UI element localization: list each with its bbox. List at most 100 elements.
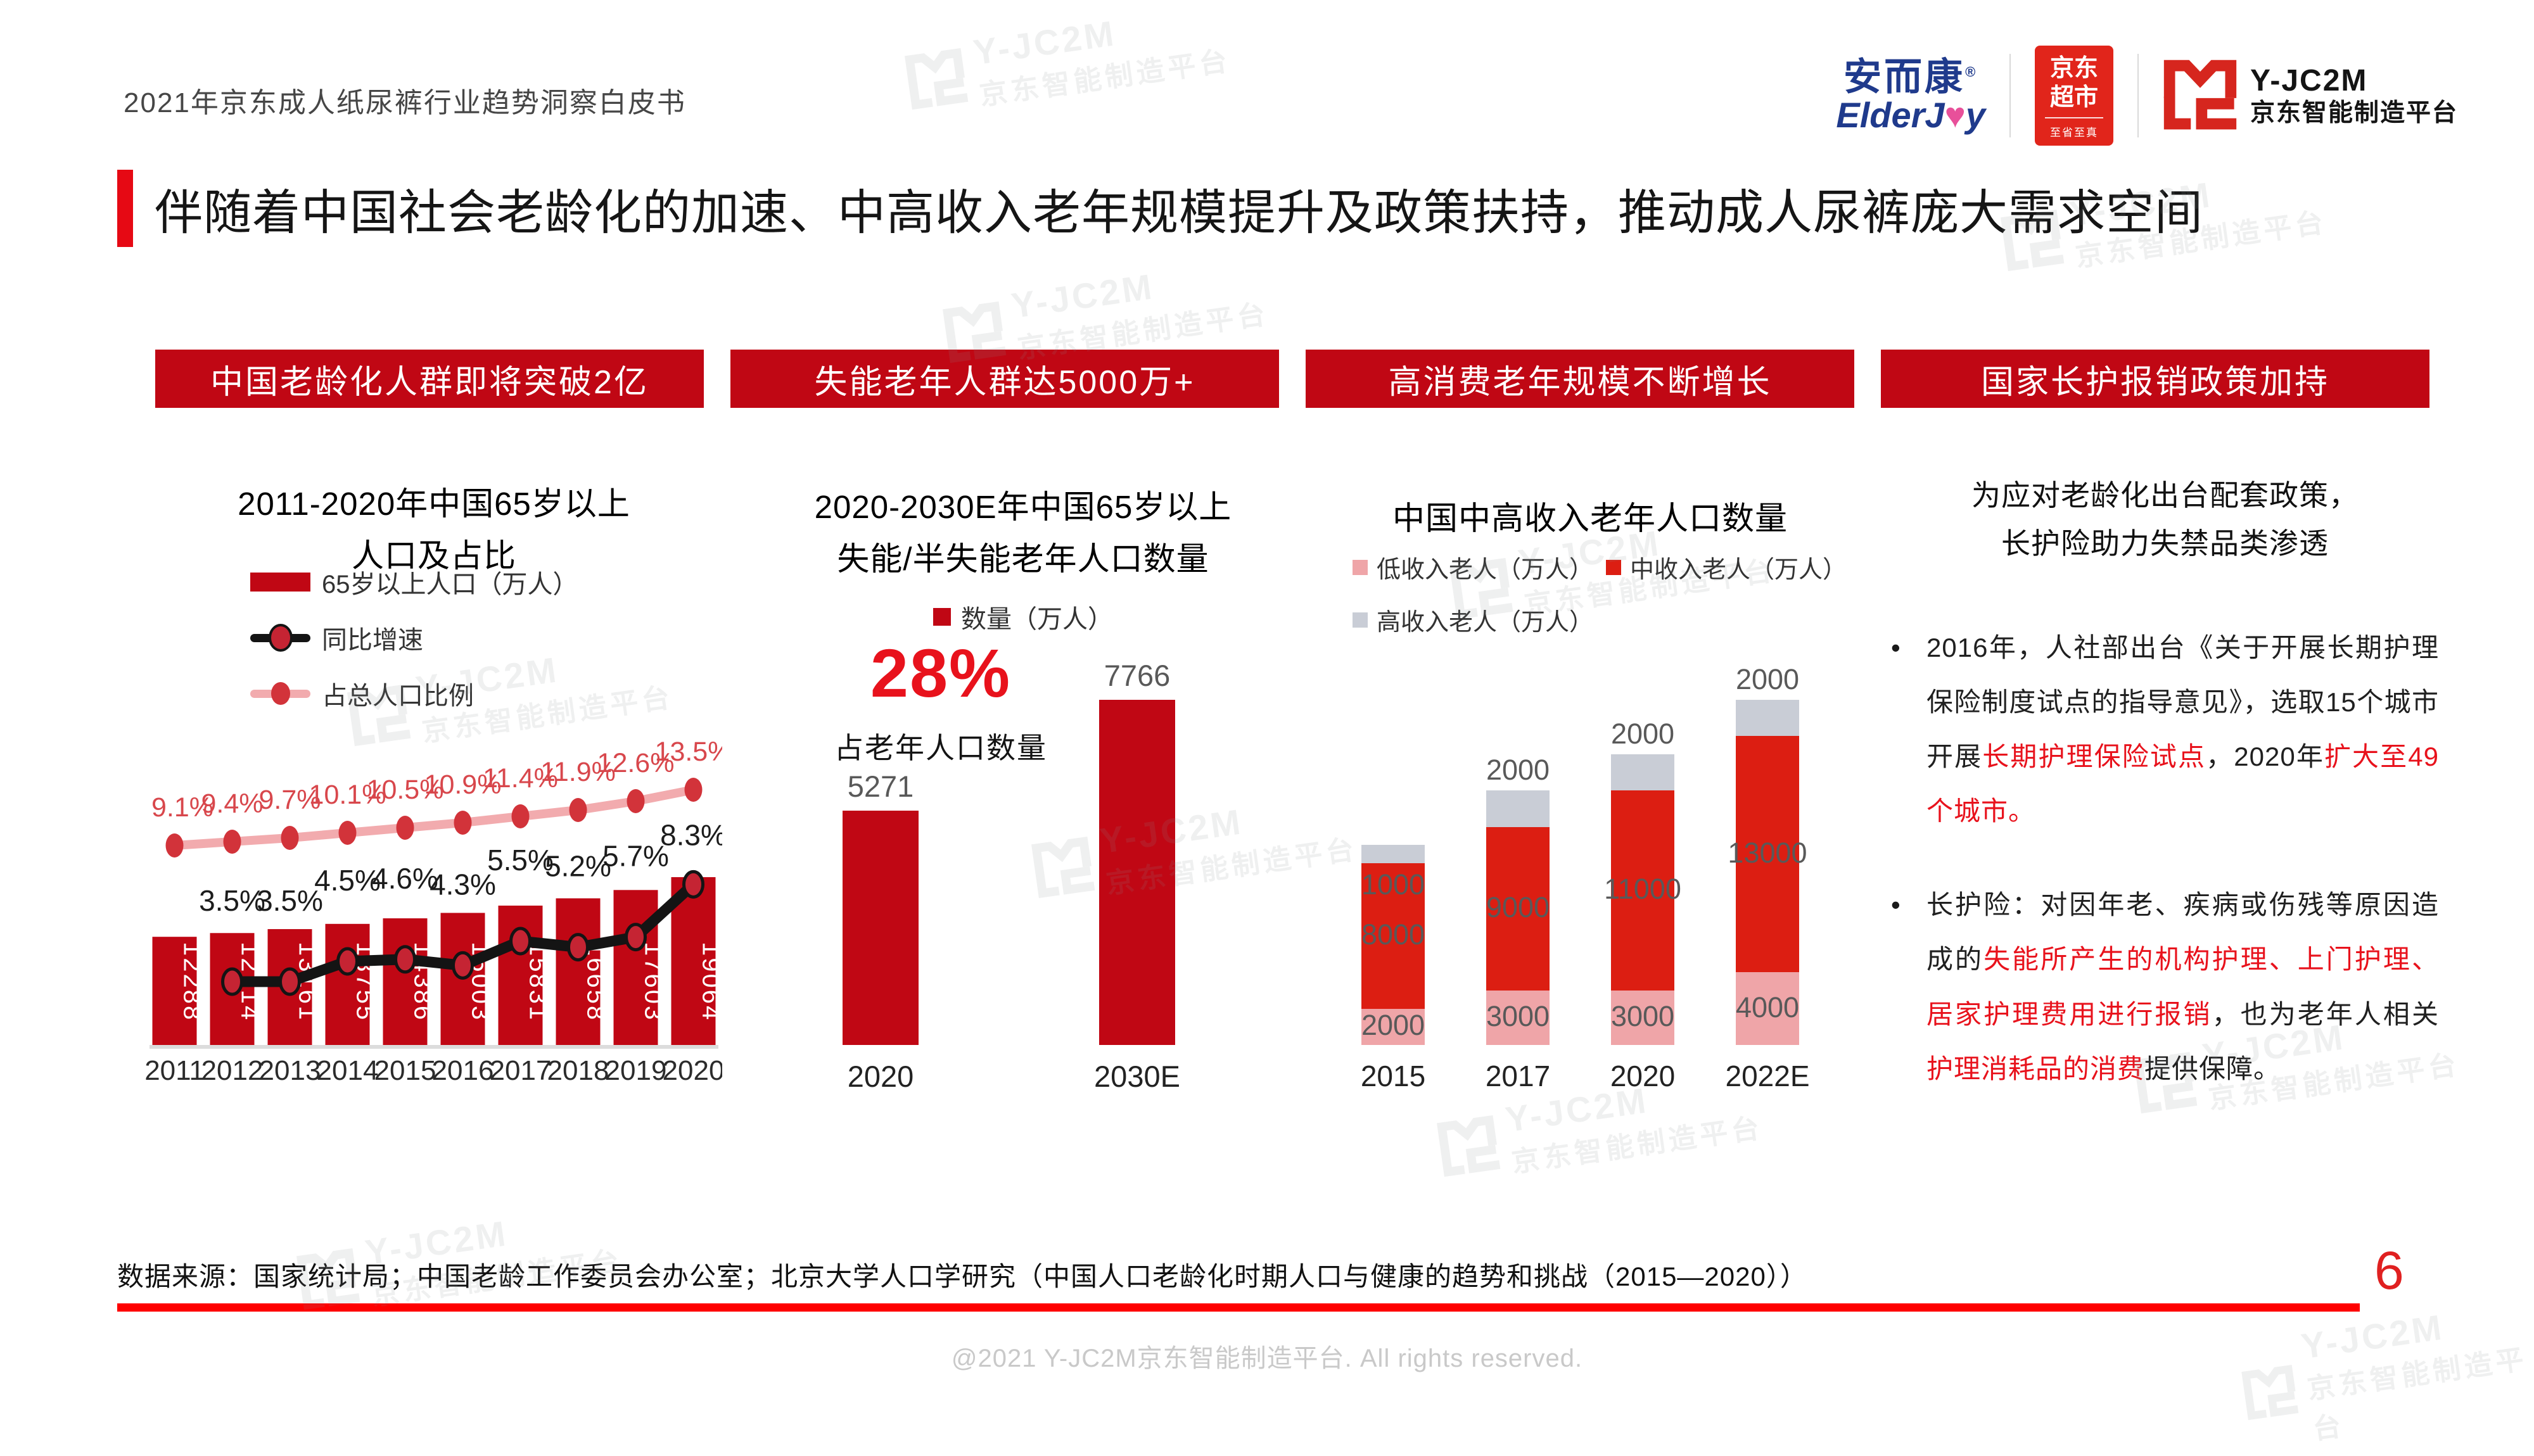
x-axis-label: 2015: [374, 1055, 436, 1086]
logo-divider: [2009, 54, 2011, 138]
policy-heading-line1: 为应对老龄化出台配套政策，: [1971, 479, 2359, 512]
stacked-bar-segment: [1736, 972, 1799, 1045]
x-axis-label: 2016: [432, 1055, 494, 1086]
chart3-title: 中国中高收入老年人口数量: [1318, 493, 1862, 545]
bullet-dot-icon: •: [1891, 633, 1900, 662]
jd-separator: [2044, 117, 2103, 119]
policy-text: 长护险：对因年老、疾病或伤残等原因造成的失能所产生的机构护理、上门护理、居家护理…: [1926, 878, 2439, 1096]
ratio-label: 9.7%: [258, 785, 321, 815]
chart2-legend: 数量（万人）: [754, 598, 1292, 635]
ratio-label: 9.4%: [201, 788, 263, 819]
ratio-label: 10.9%: [424, 769, 502, 800]
jc2m-monogram-icon: [2163, 60, 2237, 130]
jc2m-name: Y-JC2M: [2250, 63, 2368, 98]
ratio-label: 9.1%: [151, 792, 213, 823]
chart3-legend-item: 低收入老人（万人）: [1353, 550, 1606, 585]
banner-disabled-elderly: 失能老年人群达5000万+: [730, 350, 1279, 408]
x-axis-label: 2030E: [1094, 1060, 1180, 1093]
growth-point: [509, 927, 532, 956]
bullet-dot-icon: •: [1891, 890, 1900, 920]
x-axis-label: 2012: [201, 1055, 264, 1086]
chart3-title-line: 中国中高收入老年人口数量: [1392, 500, 1788, 536]
watermark-line1: Y-JC2M: [1009, 266, 1157, 326]
chart1-legend-item: 65岁以上人口（万人）: [250, 564, 578, 600]
growth-point: [625, 923, 647, 952]
x-axis-label: 2018: [547, 1055, 609, 1086]
segment-value-label: 13000: [1728, 836, 1807, 869]
jc2m-monogram-icon: [904, 47, 969, 110]
growth-point: [452, 951, 474, 980]
x-axis-label: 2017: [490, 1055, 552, 1086]
segment-value-label: 8000: [1361, 918, 1425, 951]
x-axis-label: 2020: [847, 1060, 914, 1093]
stacked-bar-segment: [1486, 790, 1550, 827]
stacked-bar-segment: [1736, 736, 1799, 973]
legend-swatch: [933, 608, 951, 626]
elderjoy-cn-label: 安而康®: [1843, 56, 1978, 99]
legend-line-swatch: [250, 682, 310, 705]
registered-mark: ®: [1965, 64, 1978, 80]
document-title: 2021年京东成人纸尿裤行业趋势洞察白皮书: [124, 87, 686, 118]
x-axis-label: 2011: [146, 1055, 205, 1086]
bar-value-label: 7766: [1104, 659, 1171, 692]
logo-row: 安而康® ElderJ♥y 京东 超市 至省至真 Y-JC2M 京东智能制造平台: [1836, 46, 2458, 146]
growth-point: [567, 933, 589, 962]
panel-income-elderly: 中国中高收入老年人口数量 低收入老人（万人） 中收入老人（万人） 高收入老人（万人）…: [1318, 443, 1862, 1127]
chart1-legend-label: 同比增速: [322, 626, 423, 654]
policy-heading-line2: 长护险助力失禁品类渗透: [2001, 526, 2329, 560]
footer-divider: [117, 1303, 2360, 1312]
highlight-percent: 28%: [870, 635, 1012, 711]
banner-aging-population: 中国老龄化人群即将突破2亿: [155, 350, 704, 408]
legend-line-dot: [271, 682, 290, 705]
policy-text-segment: 失能所产生的机构护理、上门护理、居家护理费用进行报销: [1926, 944, 2439, 1029]
ratio-point: [396, 816, 414, 840]
stacked-bar-segment: [1611, 754, 1674, 791]
x-axis-label: 2022E: [1725, 1060, 1810, 1092]
ratio-point: [338, 821, 357, 845]
population-bar: [152, 937, 197, 1045]
segment-value-label: 9000: [1486, 890, 1550, 923]
chart1-legend: 65岁以上人口（万人） 同比增速占总人口比例: [250, 564, 578, 712]
growth-label: 5.5%: [487, 844, 554, 877]
ratio-point: [684, 778, 703, 802]
growth-label: 4.6%: [372, 862, 438, 895]
growth-point: [336, 947, 359, 976]
segment-value-label: 2000: [1735, 663, 1800, 695]
bar-value-label: 5271: [847, 769, 914, 804]
legend-line-swatch: [250, 624, 310, 652]
chart1-legend-label: 占总人口比例: [322, 682, 474, 710]
segment-value-label: 3000: [1610, 999, 1675, 1032]
ratio-label: 11.9%: [540, 757, 616, 787]
growth-label: 3.5%: [199, 884, 265, 917]
stacked-bar-segment: [1361, 863, 1425, 1009]
watermark-line1: Y-JC2M: [971, 13, 1119, 73]
title-accent-bar: [117, 170, 133, 247]
chart2-highlight: 28% 占老年人口数量: [801, 633, 1080, 767]
disabled-elderly-bar: [843, 811, 919, 1045]
x-axis-label: 2015: [1360, 1060, 1426, 1092]
chart3-legend-label: 高收入老人（万人）: [1377, 609, 1594, 636]
bar-value-label: 15831: [525, 942, 552, 1022]
ratio-label: 10.5%: [367, 775, 444, 805]
segment-value-label: 2000: [1486, 754, 1550, 787]
chart1-svg: 1228820111271420121316120131375520141438…: [144, 737, 732, 1086]
growth-point: [682, 870, 704, 899]
segment-value-label: 11000: [1604, 873, 1681, 906]
jd-supermarket-logo: 京东 超市 至省至真: [2034, 46, 2113, 146]
data-source-note: 数据来源：国家统计局；中国老龄工作委员会办公室；北京大学人口学研究（中国人口老龄…: [117, 1262, 1807, 1291]
population-bar: [383, 918, 428, 1045]
chart3-legend-item: 中收入老人（万人）: [1606, 550, 1859, 585]
ratio-point: [569, 798, 587, 822]
ratio-point: [454, 811, 472, 835]
panel-policy: 为应对老龄化出台配套政策， 长护险助力失禁品类渗透 • 2016年，人社部出台《…: [1891, 440, 2439, 1124]
jd-line1: 京东: [2049, 55, 2098, 82]
elderjoy-en-label: ElderJ♥y: [1836, 95, 1985, 136]
ratio-label: 11.4%: [483, 763, 558, 794]
ratio-label: 10.1%: [309, 780, 386, 810]
ratio-point: [627, 789, 645, 813]
chart2-title-line1: 2020-2030E年中国65岁以上: [814, 489, 1232, 525]
stacked-bar-segment: [1361, 845, 1425, 864]
policy-bullet-list: • 2016年，人社部出台《关于开展长期护理保险制度试点的指导意见》，选取15个…: [1891, 621, 2439, 1096]
